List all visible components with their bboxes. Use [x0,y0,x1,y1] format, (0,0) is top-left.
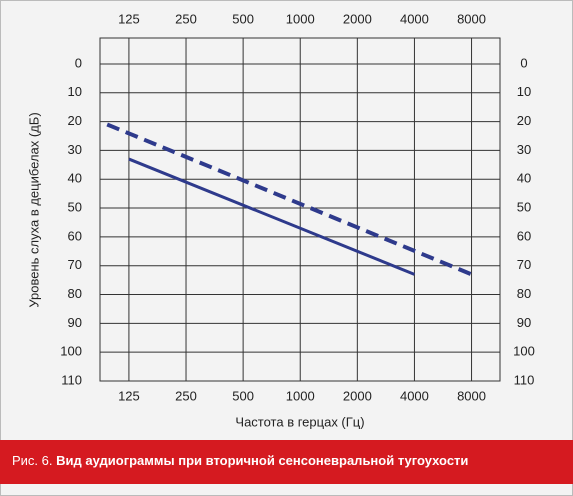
y2-tick-label: 70 [517,257,531,272]
y2-tick-label: 10 [517,84,531,99]
x-tick-label: 2000 [343,388,372,403]
y-tick-label: 50 [68,199,82,214]
x-tick-label: 8000 [457,388,486,403]
x-tick-label-top: 8000 [457,11,486,26]
x-tick-label-top: 2000 [343,11,372,26]
caption-bar [0,440,573,484]
y2-tick-label: 80 [517,286,531,301]
y2-tick-label: 50 [517,199,531,214]
y2-tick-label: 40 [517,171,531,186]
x-axis-label: Частота в герцах (Гц) [235,414,364,429]
y-tick-label: 110 [61,372,82,387]
y2-tick-label: 60 [517,228,531,243]
series-line [106,122,473,277]
x-tick-label: 250 [175,388,197,403]
y2-tick-label: 20 [517,113,531,128]
caption-prefix: Рис. 6. [12,453,53,468]
x-tick-label: 500 [232,388,254,403]
y2-tick-label: 0 [520,55,527,70]
y-tick-label: 40 [68,171,82,186]
y-tick-label: 20 [68,113,82,128]
x-tick-label: 125 [118,388,140,403]
y-tick-label: 60 [68,228,82,243]
series-line [128,157,416,276]
y-tick-label: 70 [68,257,82,272]
y-axis-label: Уровень слуха в децибелах (дБ) [26,112,41,307]
y-tick-label: 10 [68,84,82,99]
y-tick-label: 90 [68,315,82,330]
y-tick-label: 100 [60,344,82,359]
x-tick-label: 4000 [400,388,429,403]
y2-tick-label: 90 [517,315,531,330]
x-tick-label: 1000 [286,388,315,403]
x-tick-label-top: 250 [175,11,197,26]
y2-tick-label: 110 [514,372,535,387]
caption-text: Вид аудиограммы при вторичной сенсоневра… [56,453,468,468]
x-tick-label-top: 1000 [286,11,315,26]
y2-tick-label: 100 [513,344,535,359]
caption: Рис. 6. Вид аудиограммы при вторичной се… [12,453,468,468]
x-tick-label-top: 4000 [400,11,429,26]
x-tick-label-top: 500 [232,11,254,26]
y2-tick-label: 30 [517,142,531,157]
y-tick-label: 30 [68,142,82,157]
x-tick-label-top: 125 [118,11,140,26]
y-tick-label: 0 [75,55,82,70]
y-tick-label: 80 [68,286,82,301]
